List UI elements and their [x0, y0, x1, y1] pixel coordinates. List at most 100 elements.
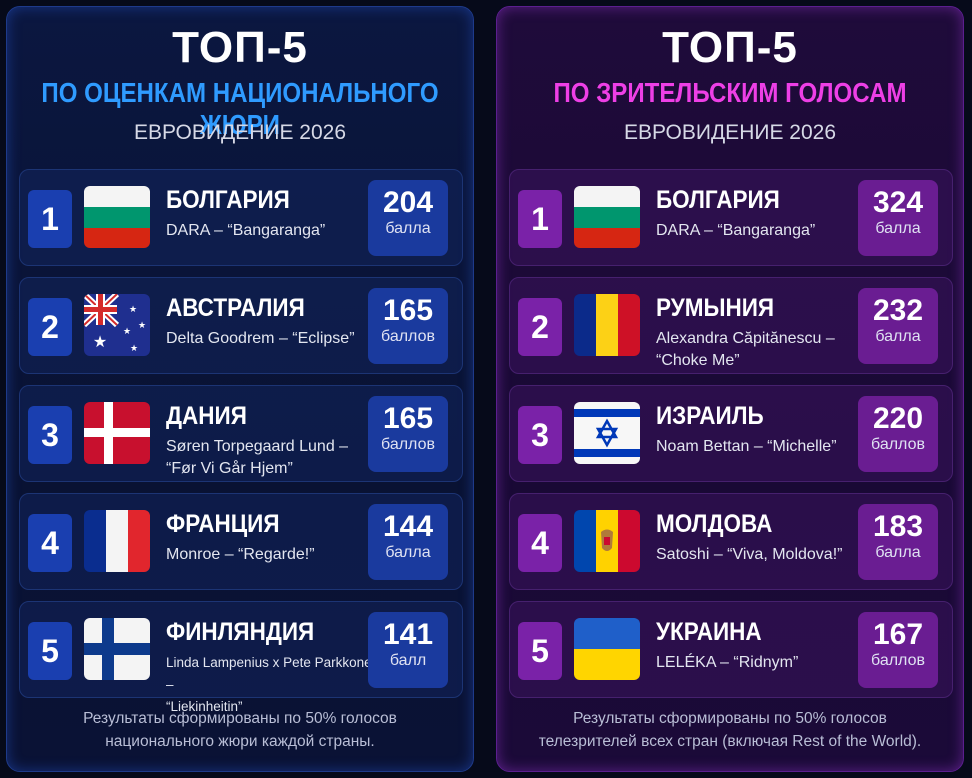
score-box: 183 балла	[858, 504, 938, 580]
song-line: “Choke Me”	[656, 352, 740, 369]
finland-flag-icon	[84, 618, 150, 680]
footer-line: телезрителей всех стран (включая Rest of…	[538, 733, 922, 750]
points-unit: балла	[385, 544, 431, 561]
song-line: Delta Goodrem – “Eclipse”	[166, 330, 355, 347]
points-value: 183	[872, 510, 924, 543]
song-line: Noam Bettan – “Michelle”	[656, 438, 837, 455]
tele-footer: Результаты сформированы по 50% голосов т…	[507, 707, 953, 753]
jury-row-3: 3 ДАНИЯ Søren Torpegaard Lund – “Før Vi …	[19, 385, 463, 482]
tele-row-1: 1 БОЛГАРИЯ DARA – “Bangaranga” 324 балла	[509, 169, 953, 266]
romania-flag-icon	[574, 294, 640, 356]
country-name: РУМЫНИЯ	[656, 294, 775, 322]
rank-badge: 2	[518, 298, 562, 356]
country-name: БОЛГАРИЯ	[166, 186, 290, 214]
tele-row-5: 5 УКРАИНА LELÉKA – “Ridnym” 167 баллов	[509, 601, 953, 698]
score-box: 324 балла	[858, 180, 938, 256]
points-unit: балл	[389, 652, 427, 669]
jury-subtitle: ПО ОЦЕНКАМ НАЦИОНАЛЬНОГО ЖЮРИ	[41, 77, 439, 140]
score-box: 167 баллов	[858, 612, 938, 688]
song-line: DARA – “Bangaranga”	[656, 222, 816, 239]
points-unit: балла	[385, 220, 431, 237]
song-line: “Liekinheitin”	[166, 699, 243, 714]
points-unit: балла	[875, 220, 921, 237]
points-unit: баллов	[381, 436, 435, 453]
song-line: “Før Vi Går Hjem”	[166, 460, 293, 477]
jury-row-5: 5 ФИНЛЯНДИЯ Linda Lampenius x Pete Parkk…	[19, 601, 463, 714]
song-info: Søren Torpegaard Lund – “Før Vi Går Hjem…	[166, 436, 384, 480]
bulgaria-flag-icon	[574, 186, 640, 248]
points-unit: баллов	[871, 652, 925, 669]
country-name: ДАНИЯ	[166, 402, 247, 430]
song-line: Satoshi – “Viva, Moldova!”	[656, 546, 843, 563]
points-value: 204	[382, 186, 434, 219]
jury-row-4: 4 ФРАНЦИЯ Monroe – “Regarde!” 144 балла	[19, 493, 463, 590]
score-box: 232 балла	[858, 288, 938, 364]
tele-row-2: 2 РУМЫНИЯ Alexandra Căpitănescu – “Choke…	[509, 277, 953, 374]
points-unit: балла	[875, 328, 921, 345]
song-line: Søren Torpegaard Lund –	[166, 438, 349, 455]
score-box: 165 баллов	[368, 288, 448, 364]
jury-event: ЕВРОВИДЕНИЕ 2026	[133, 121, 347, 144]
televote-panel: ТОП-5 ПО ЗРИТЕЛЬСКИМ ГОЛОСАМ ЕВРОВИДЕНИЕ…	[496, 6, 964, 772]
points-value: 167	[872, 618, 924, 651]
country-name: ФРАНЦИЯ	[166, 510, 280, 538]
song-info: Alexandra Căpitănescu – “Choke Me”	[656, 328, 874, 372]
points-value: 165	[382, 294, 434, 327]
france-flag-icon	[84, 510, 150, 572]
footer-line: национального жюри каждой страны.	[105, 733, 375, 750]
country-name: УКРАИНА	[656, 618, 762, 646]
points-value: 232	[872, 294, 924, 327]
rank-badge: 4	[518, 514, 562, 572]
song-info: Delta Goodrem – “Eclipse”	[166, 328, 384, 350]
song-line: LELÉKA – “Ridnym”	[656, 654, 799, 671]
score-box: 220 баллов	[858, 396, 938, 472]
song-info: Noam Bettan – “Michelle”	[656, 436, 874, 458]
song-info: DARA – “Bangaranga”	[656, 220, 874, 242]
australia-flag-icon: ★ ★ ★ ★ ★	[84, 294, 150, 356]
jury-panel: ТОП-5 ПО ОЦЕНКАМ НАЦИОНАЛЬНОГО ЖЮРИ ЕВРО…	[6, 6, 474, 772]
footer-line: Результаты сформированы по 50% голосов	[83, 710, 397, 727]
rank-badge: 3	[518, 406, 562, 464]
bulgaria-flag-icon	[84, 186, 150, 248]
points-value: 165	[382, 402, 434, 435]
points-value: 141	[382, 618, 434, 651]
points-value: 220	[872, 402, 924, 435]
ukraine-flag-icon	[574, 618, 640, 680]
song-line: DARA – “Bangaranga”	[166, 222, 326, 239]
tele-row-4: 4 МОЛДОВА Satoshi – “Viva, Moldova!” 183…	[509, 493, 953, 590]
points-unit: баллов	[381, 328, 435, 345]
israel-flag-icon	[574, 402, 640, 464]
tele-title: ТОП-5	[662, 23, 798, 72]
score-box: 204 балла	[368, 180, 448, 256]
denmark-flag-icon	[84, 402, 150, 464]
rank-badge: 1	[518, 190, 562, 248]
points-unit: баллов	[871, 436, 925, 453]
points-unit: балла	[875, 544, 921, 561]
song-info: Monroe – “Regarde!”	[166, 544, 384, 566]
points-value: 324	[872, 186, 924, 219]
svg-text:★: ★	[123, 327, 131, 337]
rank-badge: 1	[28, 190, 72, 248]
jury-row-1: 1 БОЛГАРИЯ DARA – “Bangaranga” 204 балла	[19, 169, 463, 266]
svg-text:★: ★	[130, 344, 138, 354]
country-name: МОЛДОВА	[656, 510, 773, 538]
jury-footer: Результаты сформированы по 50% голосов н…	[17, 707, 463, 753]
jury-title: ТОП-5	[172, 23, 308, 72]
score-box: 141 балл	[368, 612, 448, 688]
score-box: 144 балла	[368, 504, 448, 580]
points-value: 144	[382, 510, 434, 543]
song-line: Alexandra Căpitănescu –	[656, 330, 835, 347]
score-box: 165 баллов	[368, 396, 448, 472]
rank-badge: 2	[28, 298, 72, 356]
country-name: БОЛГАРИЯ	[656, 186, 780, 214]
song-line: Linda Lampenius x Pete Parkkonen –	[166, 655, 380, 692]
country-name: ИЗРАИЛЬ	[656, 402, 764, 430]
song-info: Satoshi – “Viva, Moldova!”	[656, 544, 874, 566]
song-info: DARA – “Bangaranga”	[166, 220, 384, 242]
song-line: Monroe – “Regarde!”	[166, 546, 315, 563]
tele-subtitle: ПО ЗРИТЕЛЬСКИМ ГОЛОСАМ	[553, 77, 907, 108]
svg-text:★: ★	[138, 321, 146, 331]
rank-badge: 5	[518, 622, 562, 680]
svg-text:★: ★	[93, 332, 107, 351]
